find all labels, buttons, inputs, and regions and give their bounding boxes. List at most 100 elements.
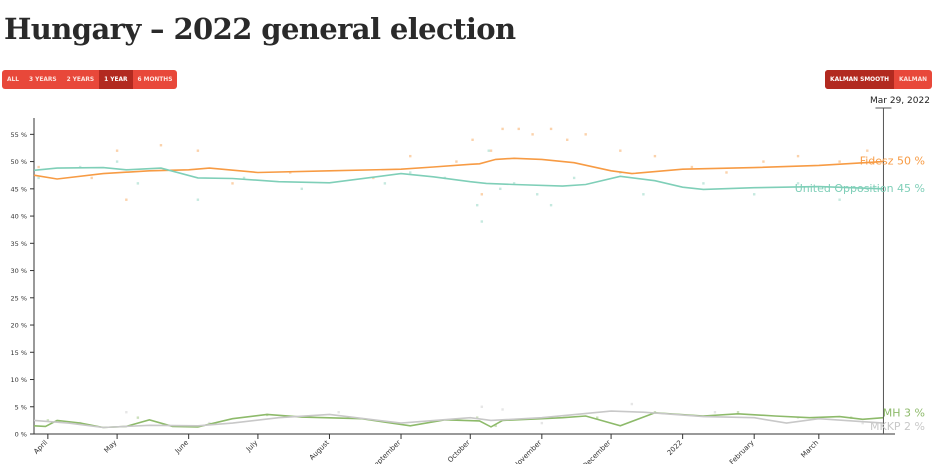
- poll-point: [494, 424, 497, 428]
- y-tick-label: 45 %: [10, 185, 27, 193]
- y-tick-label: 20 %: [10, 322, 27, 330]
- poll-point: [736, 411, 740, 414]
- poll-point: [838, 160, 841, 163]
- poll-point: [861, 421, 864, 425]
- range-1-year-button[interactable]: 1 YEAR: [99, 70, 133, 89]
- x-tick-label: October: [446, 439, 472, 464]
- poll-point: [300, 187, 303, 191]
- poll-point: [549, 203, 553, 207]
- poll-point: [713, 411, 717, 414]
- poll-point: [489, 149, 493, 152]
- poll-point: [566, 138, 569, 141]
- hover-date-label: Mar 29, 2022: [870, 96, 930, 106]
- x-tick-label: September: [369, 439, 402, 464]
- range-3-years-button[interactable]: 3 YEARS: [28, 75, 57, 83]
- poll-point: [480, 405, 484, 408]
- poll-point: [37, 176, 40, 180]
- poll-point: [762, 160, 765, 163]
- poll-point: [642, 193, 645, 196]
- y-tick-label: 35 %: [10, 240, 27, 248]
- range-2-years-button[interactable]: 2 YEARS: [66, 75, 95, 83]
- series-end-labels: Fidesz 50 % United Opposition 45 % MH 3 %M…: [795, 155, 925, 434]
- poll-point: [337, 411, 340, 414]
- poll-point: [231, 182, 234, 185]
- y-tick-label: 55 %: [10, 131, 27, 139]
- x-tick-label: July: [244, 439, 259, 454]
- range-6-months-button[interactable]: 6 MONTHS: [137, 75, 173, 83]
- x-tick-label: August: [308, 439, 331, 462]
- poll-point: [501, 127, 504, 131]
- poll-point: [540, 421, 544, 425]
- y-axis: 0 % 5 % 10 % 15 % 20 % 25 % 30 % 35 % 40 % 45 % 50…: [10, 118, 35, 439]
- mkkp-end-label: MKKP 2 %: [870, 420, 925, 433]
- trend-lines: [33, 157, 884, 429]
- poll-point: [572, 176, 576, 180]
- x-tick-label: March: [799, 439, 820, 460]
- poll-point: [196, 198, 200, 201]
- united-opposition-trend-line: [33, 166, 884, 191]
- poll-point: [838, 198, 841, 201]
- poll-points: [37, 127, 869, 428]
- poll-point: [630, 402, 634, 406]
- poll-point: [596, 416, 599, 419]
- poll-point: [136, 182, 140, 185]
- y-tick-label: 15 %: [10, 349, 27, 357]
- kalman-button[interactable]: KALMAN: [898, 75, 927, 83]
- x-tick-label: February: [728, 439, 756, 464]
- poll-point: [536, 193, 539, 196]
- poll-point: [531, 133, 534, 136]
- poll-point: [136, 416, 140, 419]
- poll-point: [37, 165, 40, 169]
- poll-point: [584, 133, 587, 136]
- poll-point: [480, 220, 484, 223]
- poll-point: [78, 165, 82, 169]
- x-tick-label: November: [512, 439, 543, 464]
- y-tick-label: 30 %: [10, 267, 27, 275]
- poll-point: [115, 160, 119, 163]
- poll-point: [125, 198, 128, 201]
- time-range-selector: ALL 3 YEARS 2 YEARS 1 YEAR 6 MONTHS: [2, 70, 178, 89]
- x-tick-label: 2022: [666, 439, 684, 457]
- poll-point: [549, 127, 553, 131]
- poll-point: [208, 421, 211, 425]
- poll-point: [501, 408, 504, 411]
- kalman-smooth-button[interactable]: KALMAN SMOOTH: [825, 70, 894, 89]
- poll-point: [125, 411, 128, 414]
- y-tick-label: 25 %: [10, 294, 27, 302]
- page-title: Hungary – 2022 general election: [4, 12, 516, 46]
- hover-cursor[interactable]: [875, 107, 892, 434]
- mkkp-trend-line: [33, 410, 884, 429]
- poll-point: [690, 165, 694, 169]
- united-opposition-end-label: United Opposition 45 %: [795, 182, 925, 195]
- range-all-button[interactable]: ALL: [7, 75, 19, 83]
- poll-point: [499, 187, 502, 191]
- poll-point: [517, 127, 520, 131]
- smoothing-mode-selector: KALMAN SMOOTH KALMAN: [825, 70, 932, 89]
- poll-point: [796, 154, 800, 158]
- mh-end-label: MH 3 %: [883, 407, 925, 420]
- x-axis: April May June July August September October No…: [32, 433, 895, 464]
- poll-point: [409, 171, 412, 174]
- y-tick-label: 0 %: [15, 431, 27, 439]
- poll-point: [796, 182, 800, 185]
- poll-point: [196, 149, 200, 152]
- poll-point: [242, 176, 246, 180]
- poll-point: [752, 193, 756, 196]
- poll-point: [90, 176, 93, 180]
- x-tick-label: April: [32, 439, 49, 456]
- poll-point: [512, 182, 516, 185]
- x-tick-label: June: [173, 439, 190, 456]
- poll-point: [409, 154, 412, 158]
- poll-point: [471, 138, 474, 141]
- poll-point: [159, 144, 163, 147]
- y-tick-label: 5 %: [15, 403, 27, 411]
- poll-point: [725, 171, 728, 174]
- x-tick-label: December: [581, 439, 612, 464]
- poll-point: [46, 419, 50, 422]
- poll-point: [480, 193, 484, 196]
- poll-point: [619, 149, 622, 152]
- poll-point: [702, 182, 705, 185]
- poll-point: [115, 149, 119, 152]
- poll-point: [487, 149, 490, 152]
